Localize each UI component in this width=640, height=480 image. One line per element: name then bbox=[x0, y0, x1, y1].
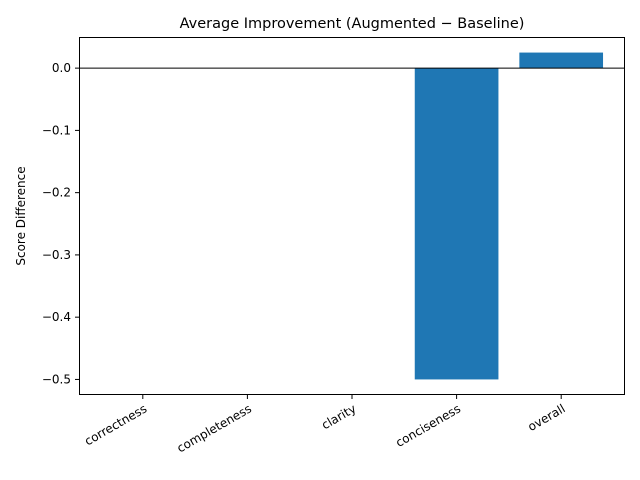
y-tick-label: −0.5 bbox=[42, 372, 71, 386]
y-axis-label: Score Difference bbox=[14, 166, 28, 265]
y-tick-label: 0.0 bbox=[52, 61, 71, 75]
y-tick-label: −0.2 bbox=[42, 186, 71, 200]
x-tick-label: completeness bbox=[175, 401, 254, 455]
y-tick-label: −0.4 bbox=[42, 310, 71, 324]
x-tick-label: conciseness bbox=[393, 401, 463, 449]
x-tick-label: clarity bbox=[319, 401, 358, 432]
y-axis-ticks: 0.0 −0.1 −0.2 −0.3 −0.4 −0.5 bbox=[42, 61, 79, 386]
y-tick-label: −0.3 bbox=[42, 248, 71, 262]
x-tick-label: overall bbox=[525, 401, 567, 434]
y-tick-label: −0.1 bbox=[42, 123, 71, 137]
x-axis-ticks: correctness completeness clarity concisenes… bbox=[82, 395, 568, 455]
x-tick-label: correctness bbox=[82, 401, 149, 448]
bar-overall bbox=[519, 52, 604, 69]
chart-title: Average Improvement (Augmented − Baselin… bbox=[180, 16, 525, 32]
bars-group bbox=[414, 52, 604, 380]
plot-frame bbox=[79, 37, 625, 395]
bar-conciseness bbox=[414, 68, 499, 380]
